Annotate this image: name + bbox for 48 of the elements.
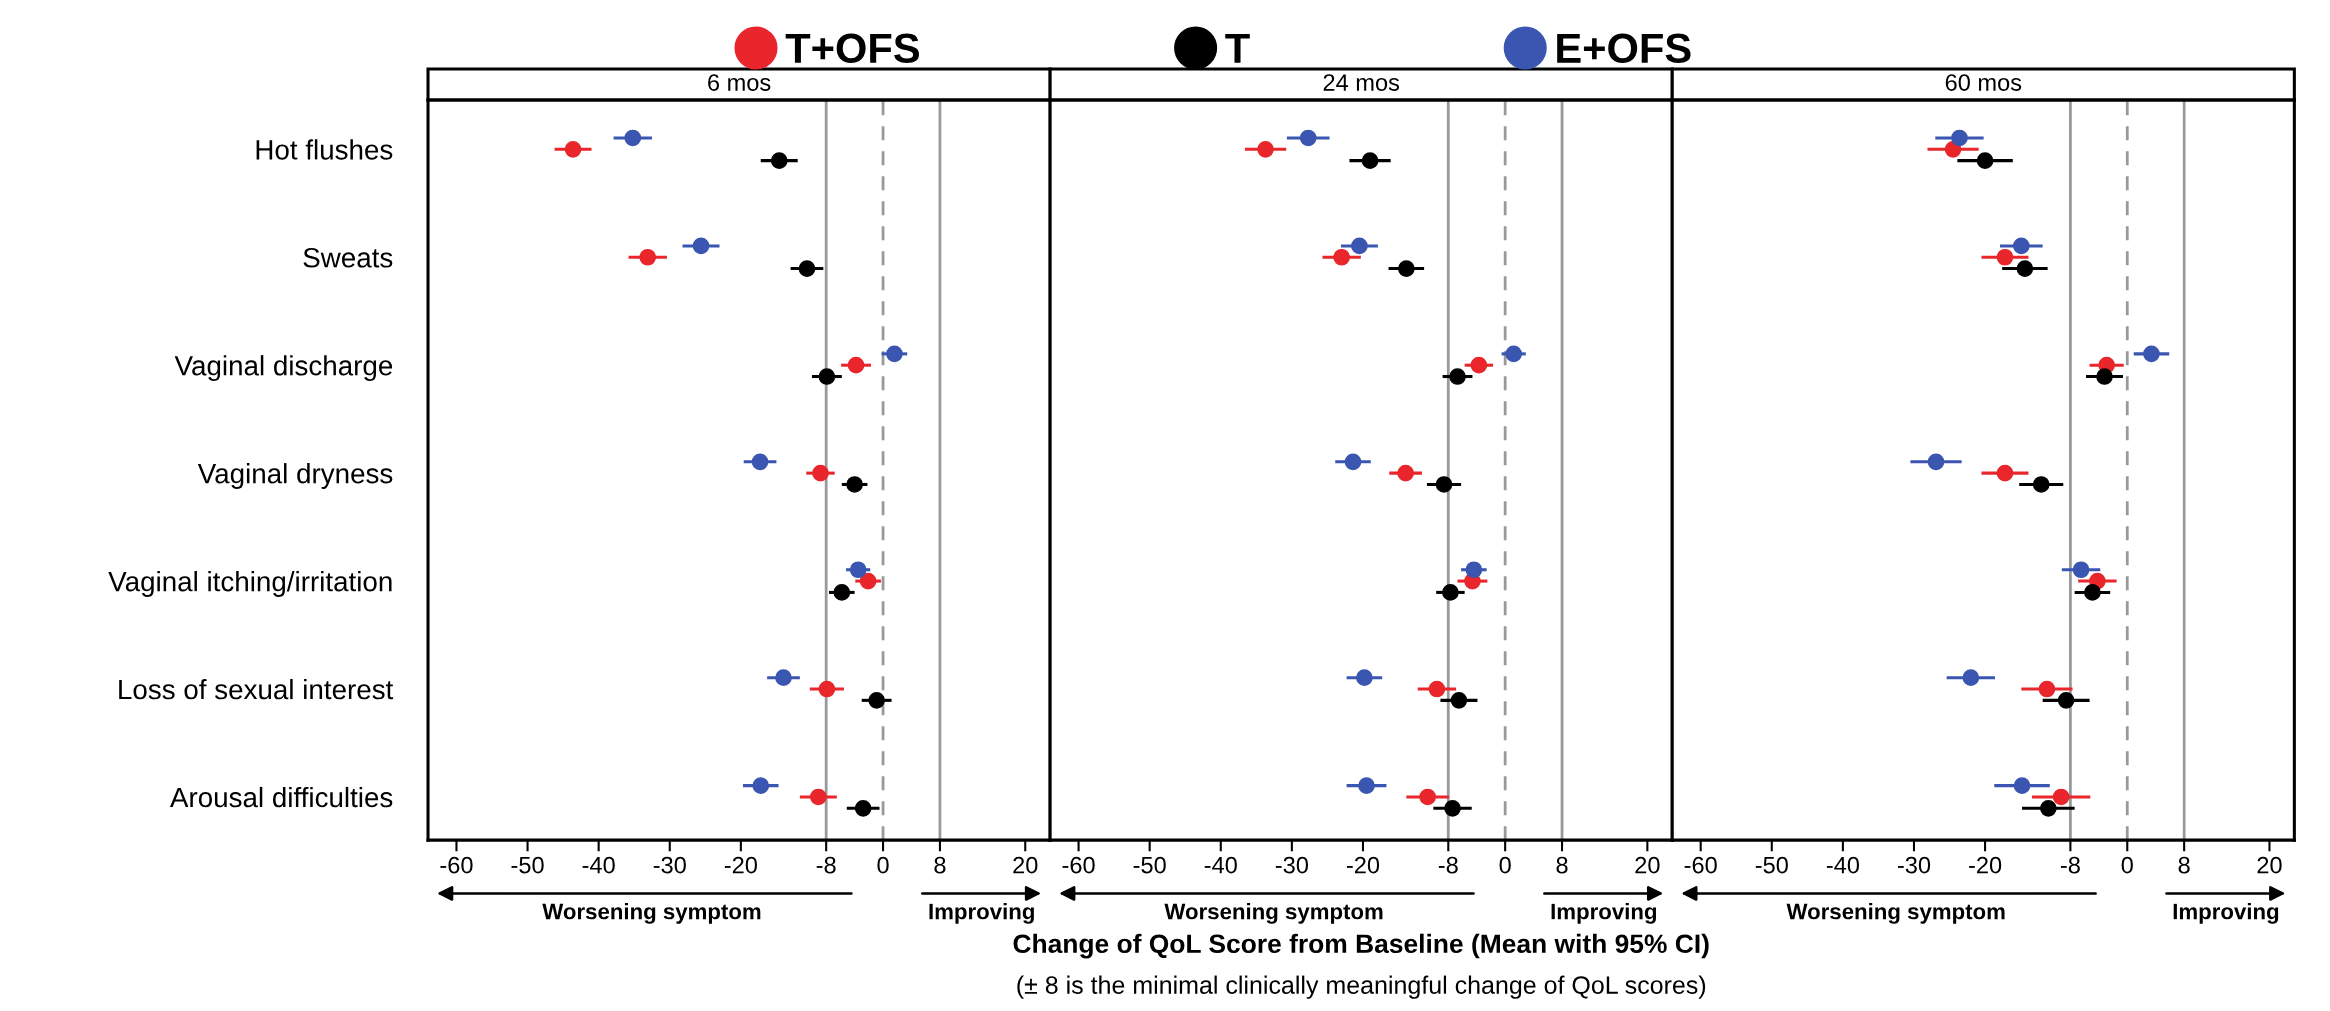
x-tick-label: 0 [2121, 856, 2133, 874]
x-tick-label: -40 [582, 856, 615, 874]
legend-label: T [1225, 33, 1250, 63]
y-tick-label: Vaginal itching/irritation [108, 571, 392, 597]
chart-title: 6 mos [708, 74, 771, 91]
x-tick-label: -40 [1826, 856, 1860, 874]
chart-title: 60 mos [1945, 74, 2022, 91]
x-tick-label: -8 [816, 856, 836, 874]
text: Worsening symptom [1164, 903, 1383, 924]
legend-label: T+OFS [785, 33, 919, 64]
x-tick-label: -20 [1969, 856, 2002, 874]
x-tick-label: -30 [1897, 856, 1931, 874]
text: Improving [2173, 903, 2279, 924]
x-tick-label: 0 [877, 856, 889, 874]
x-tick-label: 8 [1556, 856, 1568, 874]
x-tick-label: -60 [1684, 856, 1717, 874]
y-tick-label: Vaginal dryness [197, 463, 393, 489]
text: Worsening symptom [542, 903, 761, 924]
x-tick-label: 20 [1013, 856, 1038, 874]
x-tick-label: -30 [1275, 856, 1309, 874]
x-tick-label: -20 [724, 856, 757, 874]
y-tick-label: Loss of sexual interest [119, 678, 394, 700]
x-tick-label: -60 [1062, 856, 1095, 874]
x-tick-label: -8 [1438, 856, 1458, 874]
x-tick-label: -50 [1755, 856, 1788, 874]
x-tick-label: 20 [2257, 856, 2282, 874]
x-tick-label: 0 [1499, 856, 1511, 874]
x-tick-label: 8 [2178, 856, 2190, 874]
x-tick-label: -50 [511, 856, 544, 874]
x-tick-label: -8 [2060, 856, 2080, 874]
y-tick-label: Hot flushes [256, 139, 393, 160]
x-tick-label: 8 [934, 856, 946, 874]
y-tick-label: Sweats [303, 247, 393, 268]
y-tick-label: Arousal difficulties [169, 786, 393, 808]
x-tick-label: -40 [1204, 856, 1237, 874]
x-tick-label: 20 [1635, 856, 1660, 874]
text: Improving [929, 903, 1034, 924]
x-tick-label: -60 [440, 856, 473, 874]
x-tick-label: -20 [1346, 856, 1380, 874]
text: Improving [1551, 903, 1657, 924]
x-tick-label: -30 [653, 856, 686, 874]
x-axis-title: Change of QoL Score from Baseline (Mean with 95% CI) [1013, 933, 1709, 959]
y-tick-label: Vaginal discharge [174, 355, 393, 382]
x-tick-label: -50 [1133, 856, 1166, 874]
text: Worsening symptom [1786, 903, 2005, 924]
chart-title: 24 mos [1323, 74, 1400, 91]
text: (± 8 is the minimal clinically meaningful change of QoL scores) [1017, 975, 1706, 999]
legend-label: E+OFS [1557, 33, 1691, 64]
